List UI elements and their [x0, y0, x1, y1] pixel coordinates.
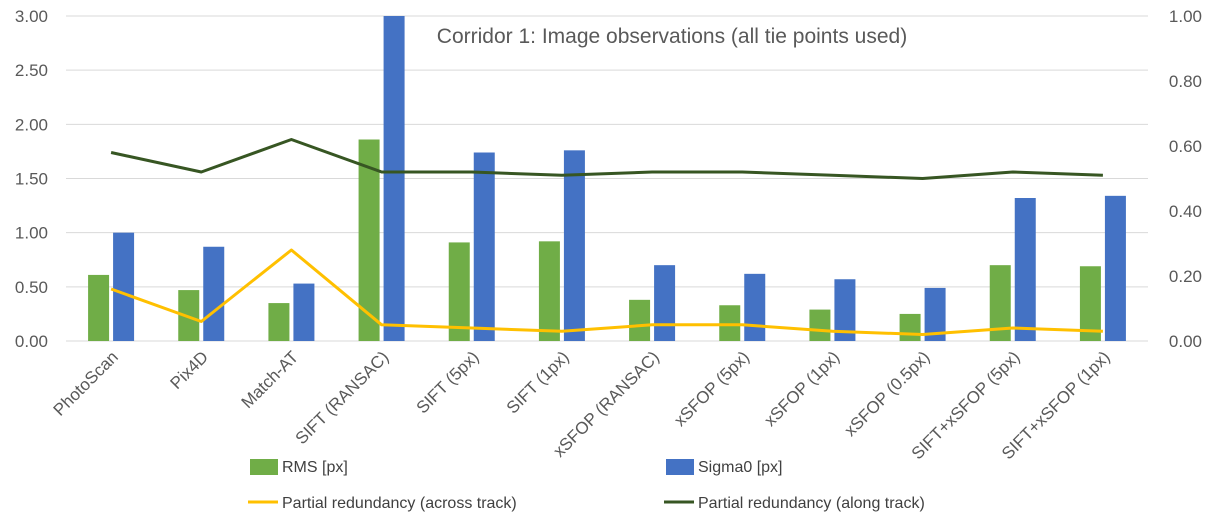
- y-left-tick-label: 1.50: [15, 170, 48, 189]
- y-left-tick-label: 2.00: [15, 115, 48, 134]
- bars: [88, 16, 1126, 341]
- y-axis-right: 0.00 0.20 0.40 0.60 0.80 1.00: [1169, 7, 1202, 351]
- bar-rms: [899, 313, 921, 341]
- x-category-label: Match-AT: [238, 347, 303, 412]
- bar-rms: [1079, 266, 1101, 341]
- chart-title: Corridor 1: Image observations (all tie …: [437, 25, 907, 48]
- y-left-tick-label: 0.00: [15, 332, 48, 351]
- x-category-label: PhotoScan: [50, 347, 122, 419]
- y-right-tick-label: 0.80: [1169, 72, 1202, 91]
- legend-swatch-sigma0: [666, 459, 694, 475]
- y-right-tick-label: 0.20: [1169, 267, 1202, 286]
- bar-sigma0: [1014, 198, 1036, 341]
- bar-sigma0: [473, 152, 495, 341]
- bar-rms: [719, 305, 741, 341]
- bar-sigma0: [293, 283, 315, 341]
- bar-rms: [809, 309, 831, 341]
- legend-label-along-track: Partial redundancy (along track): [698, 495, 925, 512]
- bar-sigma0: [654, 265, 676, 341]
- bar-rms: [358, 139, 380, 341]
- y-right-tick-label: 0.60: [1169, 137, 1202, 156]
- bar-rms: [268, 303, 290, 341]
- bar-sigma0: [383, 16, 405, 341]
- bar-sigma0: [563, 150, 585, 341]
- x-category-label: Pix4D: [167, 347, 213, 393]
- legend-label-rms: RMS [px]: [282, 459, 348, 476]
- x-category-label: xSFOP (5px): [670, 347, 753, 430]
- y-right-tick-label: 0.40: [1169, 202, 1202, 221]
- legend-label-sigma0: Sigma0 [px]: [698, 459, 782, 476]
- bar-sigma0: [113, 232, 135, 341]
- x-category-label: SIFT (5px): [413, 347, 483, 417]
- bar-sigma0: [1104, 195, 1126, 341]
- gridlines: [66, 15, 1148, 342]
- bar-rms: [629, 299, 651, 341]
- y-axis-left: 0.00 0.50 1.00 1.50 2.00 2.50 3.00: [15, 7, 48, 351]
- bar-sigma0: [924, 287, 946, 341]
- bar-rms: [448, 242, 470, 341]
- x-category-label: xSFOP (1px): [761, 347, 844, 430]
- legend-swatch-rms: [250, 459, 278, 475]
- legend: RMS [px] Sigma0 [px] Partial redundancy …: [248, 459, 925, 512]
- y-right-tick-label: 0.00: [1169, 332, 1202, 351]
- y-right-tick-label: 1.00: [1169, 7, 1202, 26]
- legend-label-across-track: Partial redundancy (across track): [282, 495, 517, 512]
- x-category-label: SIFT (1px): [503, 347, 573, 417]
- line-along-track: [110, 138, 1103, 180]
- y-left-tick-label: 0.50: [15, 278, 48, 297]
- y-left-tick-label: 3.00: [15, 7, 48, 26]
- bar-sigma0: [744, 273, 766, 341]
- line-across-track: [110, 248, 1103, 336]
- y-left-tick-label: 1.00: [15, 224, 48, 243]
- bar-sigma0: [203, 246, 225, 341]
- bar-rms: [88, 274, 110, 341]
- bar-sigma0: [834, 279, 856, 341]
- bar-rms: [989, 265, 1011, 341]
- series-lines: [110, 138, 1103, 336]
- bar-rms: [538, 241, 560, 341]
- x-category-label: SIFT (RANSAC): [292, 347, 393, 448]
- y-left-tick-label: 2.50: [15, 61, 48, 80]
- x-category-label: xSFOP (0.5px): [841, 347, 934, 440]
